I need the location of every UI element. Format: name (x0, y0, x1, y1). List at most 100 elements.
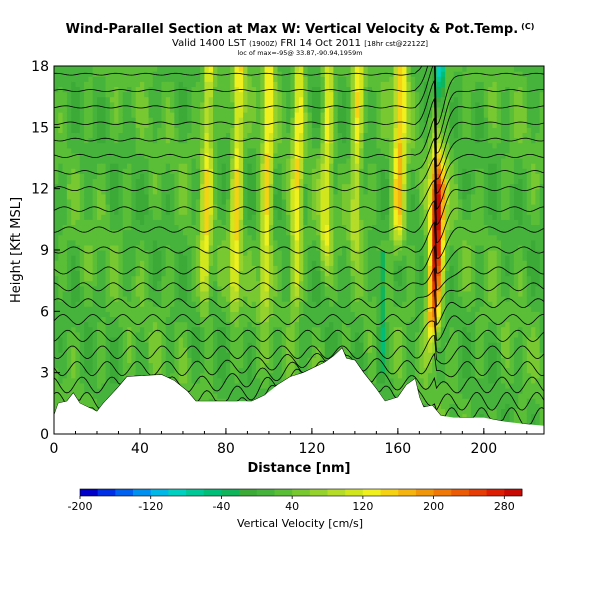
field-cell (320, 352, 326, 358)
field-cell (221, 388, 227, 394)
field-cell (256, 260, 261, 266)
field-cell (217, 326, 223, 333)
field-cell (230, 188, 236, 195)
field-cell (96, 280, 102, 287)
field-cell (122, 142, 128, 149)
field-cell (79, 127, 85, 134)
field-cell (182, 260, 188, 266)
field-cell (247, 347, 253, 353)
field-cell (66, 260, 72, 266)
field-cell (256, 306, 261, 312)
field-cell (187, 239, 193, 246)
field-cell (320, 316, 326, 323)
field-cell (290, 219, 296, 226)
field-cell (320, 81, 326, 88)
field-cell (225, 316, 231, 323)
field-cell (200, 321, 206, 328)
field-cell (303, 357, 309, 364)
field-cell (135, 101, 141, 108)
field-cell (105, 86, 111, 93)
field-cell (101, 321, 107, 328)
field-cell (161, 122, 167, 128)
field-cell (260, 290, 266, 297)
field-cell (178, 66, 184, 72)
field-cell (195, 188, 201, 195)
field-cell (225, 260, 231, 266)
field-cell (105, 178, 111, 185)
field-cell (311, 260, 317, 266)
field-cell (225, 158, 231, 164)
field-cell (62, 357, 68, 364)
field-cell (324, 244, 330, 251)
field-cell (139, 132, 145, 139)
field-cell (114, 158, 120, 164)
field-cell (303, 163, 309, 169)
field-cell (307, 219, 313, 226)
field-cell (92, 234, 98, 241)
field-cell (225, 66, 231, 72)
field-cell (71, 214, 77, 220)
field-cell (131, 260, 137, 266)
field-cell (303, 336, 309, 343)
field-cell (165, 106, 171, 113)
field-cell (217, 173, 223, 180)
field-cell (316, 296, 322, 302)
field-cell (191, 290, 197, 297)
field-cell (273, 336, 279, 343)
field-cell (333, 188, 339, 195)
field-cell (114, 132, 120, 139)
field-cell (238, 234, 244, 241)
field-cell (230, 372, 236, 379)
field-cell (101, 260, 107, 266)
field-cell (333, 132, 339, 139)
field-cell (230, 362, 236, 369)
field-cell (170, 158, 175, 164)
field-cell (54, 106, 59, 113)
field-cell (165, 132, 171, 139)
field-cell (58, 260, 64, 266)
field-cell (243, 393, 249, 399)
field-cell (148, 173, 154, 180)
field-cell (62, 106, 68, 113)
field-cell (264, 377, 270, 384)
field-cell (341, 214, 347, 220)
field-cell (148, 316, 154, 323)
field-cell (165, 296, 171, 302)
field-cell (187, 112, 193, 118)
field-cell (234, 321, 240, 328)
field-cell (144, 86, 150, 93)
field-cell (225, 367, 231, 374)
field-cell (316, 352, 322, 358)
field-cell (217, 117, 223, 123)
field-cell (294, 106, 300, 113)
field-cell (281, 352, 287, 358)
field-cell (109, 117, 115, 123)
field-cell (273, 168, 279, 174)
field-cell (182, 209, 188, 215)
field-cell (303, 147, 309, 154)
field-cell (294, 316, 300, 323)
field-cell (200, 106, 206, 113)
valid-date: FRI 14 Oct 2011 (280, 38, 362, 49)
field-cell (307, 336, 313, 343)
field-cell (131, 357, 137, 364)
field-cell (101, 347, 107, 353)
field-cell (88, 168, 94, 174)
field-cell (213, 163, 218, 169)
field-cell (54, 316, 59, 323)
field-cell (217, 152, 223, 159)
field-cell (277, 117, 283, 123)
field-cell (294, 132, 300, 139)
field-cell (247, 81, 253, 88)
field-cell (204, 270, 210, 277)
field-cell (204, 122, 210, 128)
field-cell (208, 244, 214, 251)
field-cell (311, 229, 317, 236)
field-cell (62, 188, 68, 195)
field-cell (208, 178, 214, 185)
field-cell (303, 275, 309, 282)
field-cell (182, 316, 188, 323)
field-cell (264, 301, 270, 307)
field-cell (273, 112, 279, 118)
field-cell (157, 198, 163, 205)
